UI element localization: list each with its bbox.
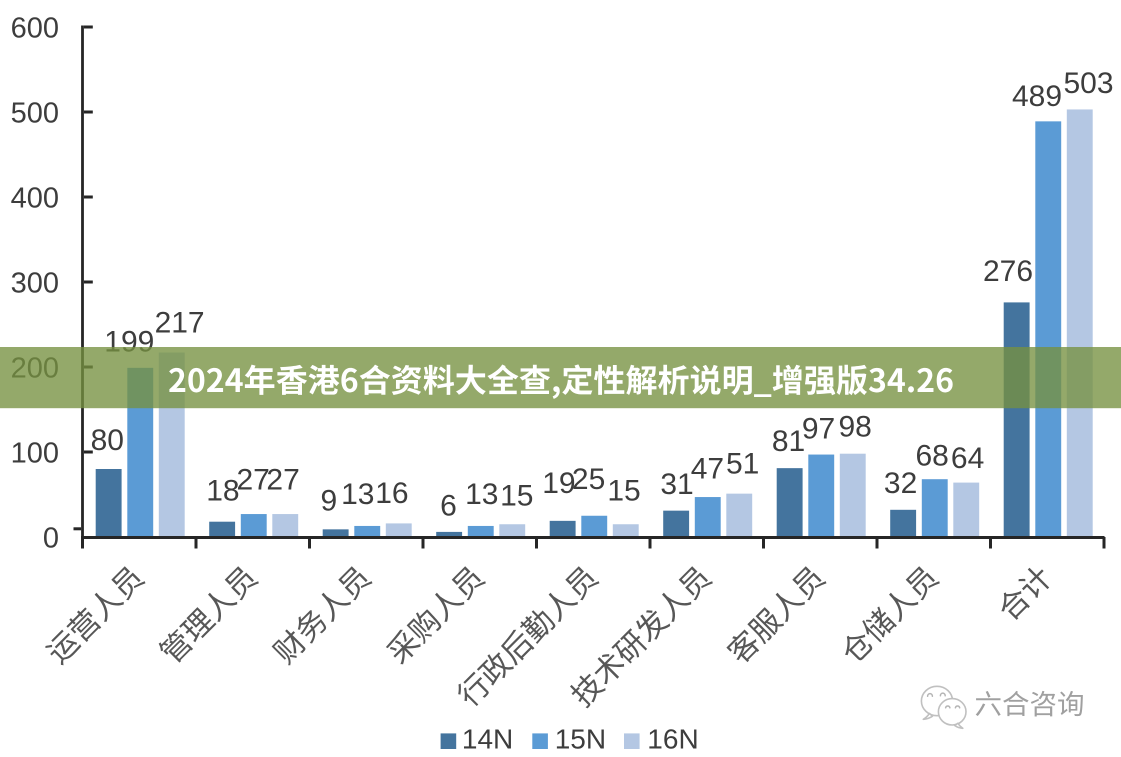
svg-text:68: 68 — [916, 440, 949, 473]
svg-text:300: 300 — [11, 268, 59, 300]
svg-text:15N: 15N — [555, 724, 606, 755]
svg-text:97: 97 — [802, 413, 835, 446]
svg-text:14N: 14N — [462, 724, 513, 755]
svg-text:217: 217 — [155, 307, 205, 340]
svg-text:500: 500 — [11, 98, 59, 130]
svg-text:15: 15 — [607, 475, 640, 508]
svg-text:0: 0 — [43, 523, 59, 555]
svg-text:98: 98 — [839, 411, 872, 444]
svg-text:276: 276 — [983, 255, 1033, 288]
svg-text:27: 27 — [237, 464, 270, 497]
svg-text:47: 47 — [691, 453, 724, 486]
svg-text:9: 9 — [321, 485, 338, 518]
svg-text:15: 15 — [500, 480, 533, 513]
svg-text:100: 100 — [11, 438, 59, 470]
svg-text:503: 503 — [1063, 67, 1113, 100]
svg-text:19: 19 — [542, 467, 575, 500]
svg-text:400: 400 — [11, 183, 59, 215]
svg-text:51: 51 — [726, 448, 759, 481]
svg-text:25: 25 — [572, 463, 605, 496]
svg-text:18: 18 — [206, 475, 239, 508]
svg-text:16N: 16N — [647, 724, 698, 755]
svg-text:80: 80 — [91, 424, 124, 457]
svg-text:27: 27 — [266, 464, 299, 497]
svg-text:6: 6 — [440, 490, 457, 523]
svg-text:31: 31 — [660, 468, 693, 501]
svg-text:600: 600 — [11, 13, 59, 45]
svg-text:64: 64 — [951, 442, 984, 475]
svg-text:489: 489 — [1012, 80, 1062, 113]
svg-text:13: 13 — [341, 478, 374, 511]
svg-text:81: 81 — [772, 425, 805, 458]
svg-text:13: 13 — [465, 478, 498, 511]
svg-text:16: 16 — [375, 477, 408, 510]
svg-text:32: 32 — [884, 467, 917, 500]
